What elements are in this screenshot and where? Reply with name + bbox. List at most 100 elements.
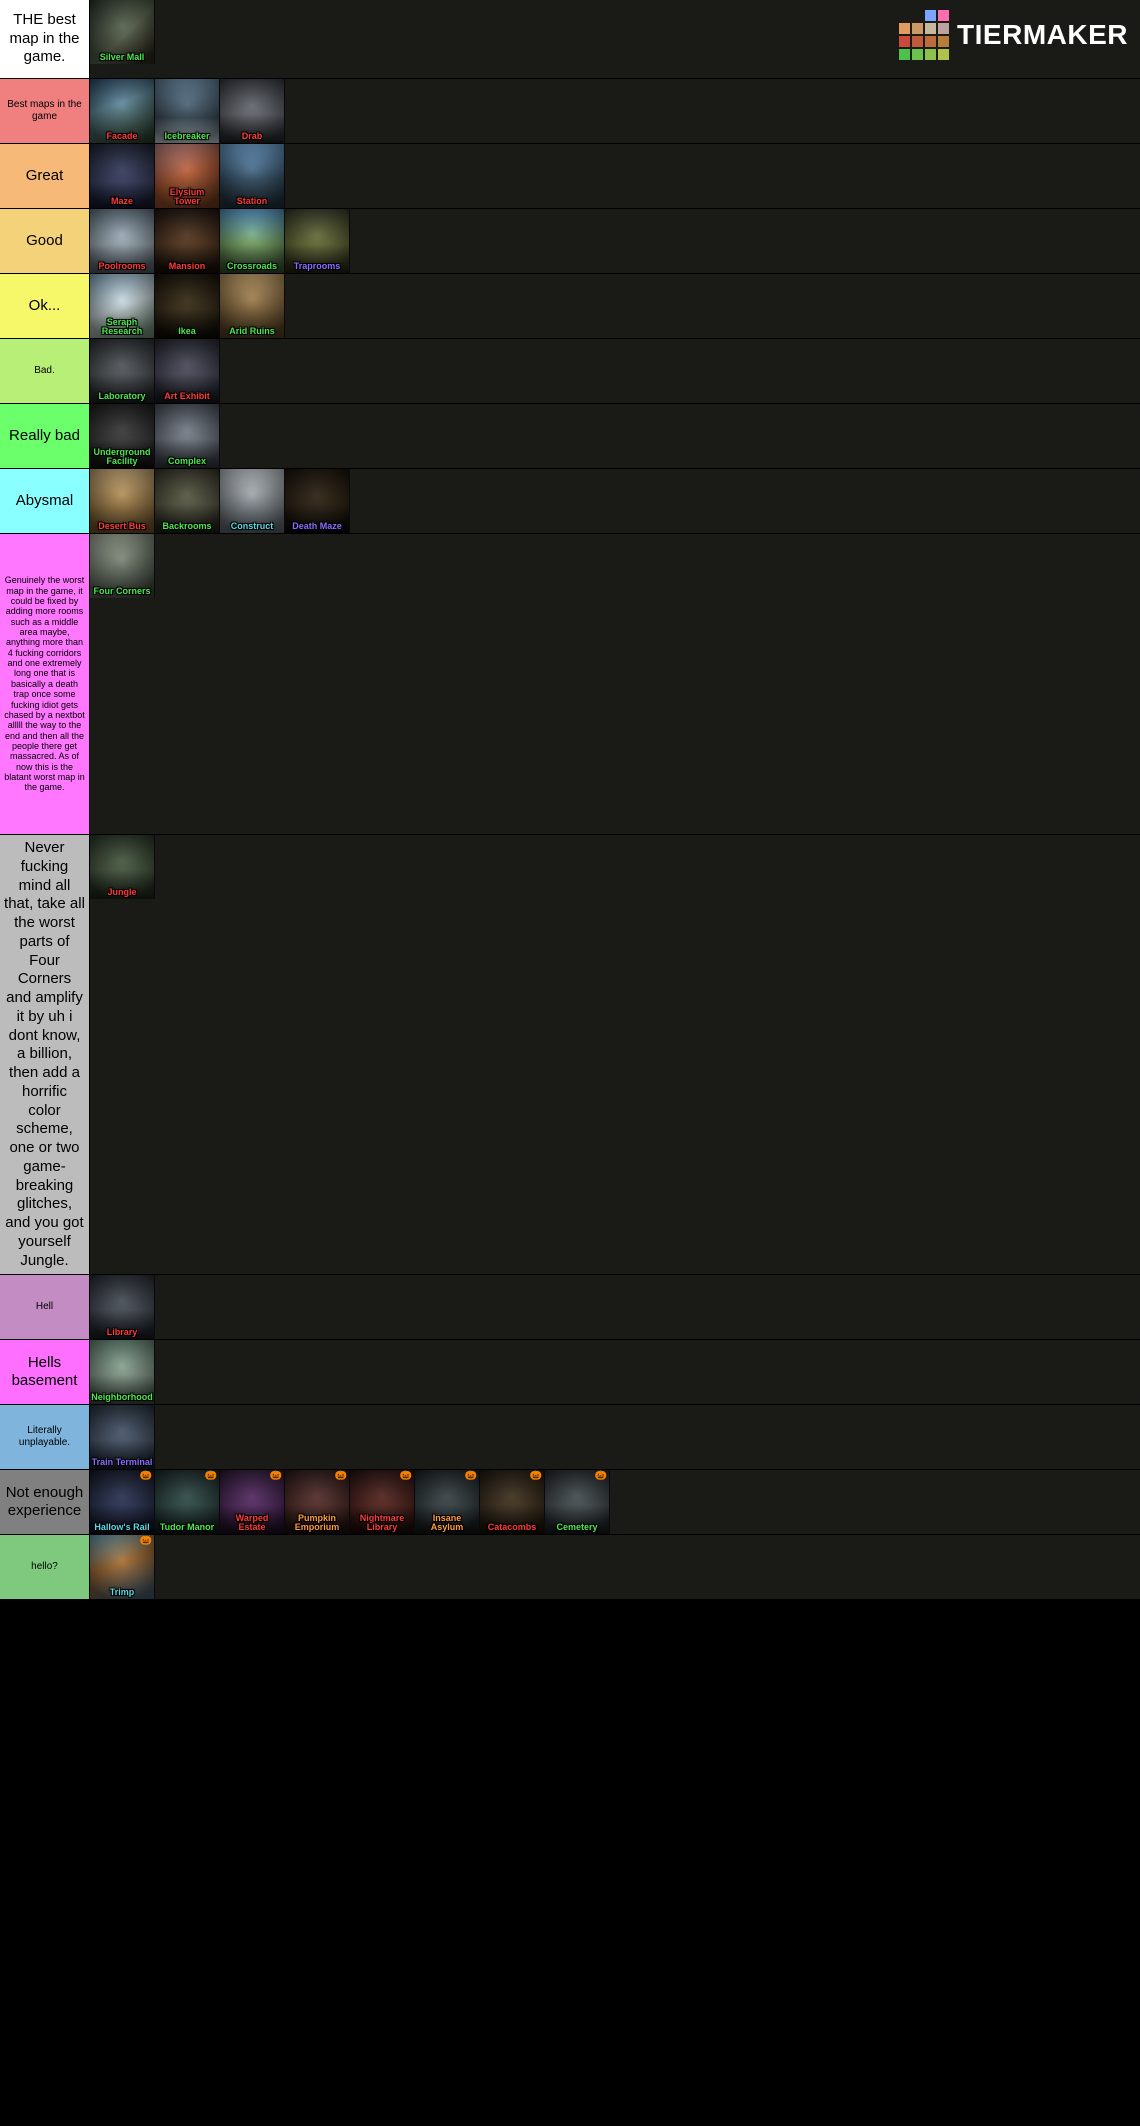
tier-label[interactable]: Ok... (0, 274, 90, 338)
tier-tile[interactable]: Construct (220, 469, 285, 533)
tier-tile[interactable]: Underground Facility (90, 404, 155, 468)
tier-items: Seraph ResearchIkeaArid Ruins (90, 274, 1140, 338)
tier-tile[interactable]: Maze (90, 144, 155, 208)
tier-row: Never fucking mind all that, take all th… (0, 834, 1140, 1274)
tier-tile[interactable]: Library (90, 1275, 155, 1339)
tile-caption: Maze (90, 197, 154, 206)
pumpkin-icon: 🎃 (465, 1471, 477, 1481)
tile-caption: Death Maze (285, 522, 349, 531)
pumpkin-icon: 🎃 (140, 1471, 152, 1481)
tier-items: Library (90, 1275, 1140, 1339)
tile-caption: Silver Mall (90, 53, 154, 62)
tier-tile[interactable]: Traprooms (285, 209, 350, 273)
tier-tile[interactable]: Elysium Tower (155, 144, 220, 208)
tier-tile[interactable]: Train Terminal (90, 1405, 155, 1469)
tile-caption: Pumpkin Emporium (285, 1514, 349, 1532)
tier-tile[interactable]: 🎃Insane Asylum (415, 1470, 480, 1534)
logo-grid (899, 10, 949, 60)
tier-row: GreatMazeElysium TowerStation (0, 143, 1140, 208)
tier-label[interactable]: Good (0, 209, 90, 273)
tier-tile[interactable]: 🎃 Hallow's Rail (90, 1470, 155, 1534)
tile-caption: Construct (220, 522, 284, 531)
tier-tile[interactable]: Death Maze (285, 469, 350, 533)
tile-caption: Backrooms (155, 522, 219, 531)
tier-tile[interactable]: 🎃 Pumpkin Emporium (285, 1470, 350, 1534)
tile-caption: Trimp (90, 1588, 154, 1597)
tier-label[interactable]: Best maps in the game (0, 79, 90, 143)
tier-label[interactable]: Abysmal (0, 469, 90, 533)
tier-tile[interactable]: 🎃 Trimp (90, 1535, 155, 1599)
tier-row: HellLibrary (0, 1274, 1140, 1339)
tier-label[interactable]: Literally unplayable. (0, 1405, 90, 1469)
tile-caption: Train Terminal (90, 1458, 154, 1467)
tier-tile[interactable]: Laboratory (90, 339, 155, 403)
tier-label[interactable]: Genuinely the worst map in the game, it … (0, 534, 90, 834)
tier-tile[interactable]: Ikea (155, 274, 220, 338)
tier-tile[interactable]: Neighborhood (90, 1340, 155, 1404)
tier-tile[interactable]: Jungle (90, 835, 155, 899)
tiermaker-logo: TIERMAKER (899, 10, 1128, 60)
tier-tile[interactable]: Drab (220, 79, 285, 143)
tile-caption: Catacombs (480, 1523, 544, 1532)
tier-tile[interactable]: Poolrooms (90, 209, 155, 273)
tile-caption: Traprooms (285, 262, 349, 271)
tier-row: Really badUnderground FacilityComplex (0, 403, 1140, 468)
tier-row: GoodPoolroomsMansionCrossroadsTraprooms (0, 208, 1140, 273)
tile-caption: Neighborhood (90, 1393, 154, 1402)
tier-tile[interactable]: Art Exhibit (155, 339, 220, 403)
tier-tile[interactable]: Silver Mall (90, 0, 155, 64)
tier-tile[interactable]: 🎃Cemetery (545, 1470, 610, 1534)
tier-row: Genuinely the worst map in the game, it … (0, 533, 1140, 834)
tier-tile[interactable]: Complex (155, 404, 220, 468)
tile-caption: Hallow's Rail (90, 1523, 154, 1532)
tier-items: Jungle (90, 835, 1140, 1274)
tier-row: Bad.LaboratoryArt Exhibit (0, 338, 1140, 403)
pumpkin-icon: 🎃 (400, 1471, 412, 1481)
tier-tile[interactable]: Desert Bus (90, 469, 155, 533)
tier-row: Not enough experience 🎃 Hallow's Rail🎃Tudo… (0, 1469, 1140, 1534)
tier-tile[interactable]: Station (220, 144, 285, 208)
tier-row: Ok...Seraph ResearchIkeaArid Ruins (0, 273, 1140, 338)
tile-caption: Nightmare Library (350, 1514, 414, 1532)
tier-tile[interactable]: 🎃Tudor Manor (155, 1470, 220, 1534)
tile-caption: Station (220, 197, 284, 206)
tier-label[interactable]: Never fucking mind all that, take all th… (0, 835, 90, 1274)
tier-tile[interactable]: 🎃Catacombs (480, 1470, 545, 1534)
tier-tile[interactable]: Crossroads (220, 209, 285, 273)
tier-items: Four Corners (90, 534, 1140, 834)
tier-tile[interactable]: Facade (90, 79, 155, 143)
pumpkin-icon: 🎃 (205, 1471, 217, 1481)
tier-row: Best maps in the gameFacadeIcebreakerDra… (0, 78, 1140, 143)
tile-caption: Ikea (155, 327, 219, 336)
tier-label[interactable]: Really bad (0, 404, 90, 468)
tier-tile[interactable]: Arid Ruins (220, 274, 285, 338)
tier-tile[interactable]: Four Corners (90, 534, 155, 598)
tile-caption: Cemetery (545, 1523, 609, 1532)
tier-items: 🎃 Trimp (90, 1535, 1140, 1599)
tier-tile[interactable]: Mansion (155, 209, 220, 273)
tile-caption: Underground Facility (90, 448, 154, 466)
tier-tile[interactable]: Backrooms (155, 469, 220, 533)
tile-caption: Laboratory (90, 392, 154, 401)
tier-tile[interactable]: 🎃 Nightmare Library (350, 1470, 415, 1534)
tier-label[interactable]: Bad. (0, 339, 90, 403)
pumpkin-icon: 🎃 (140, 1536, 152, 1546)
tier-items: 🎃Hallow's Rail🎃Tudor Manor🎃Warped Estate… (90, 1470, 1140, 1534)
tier-label[interactable]: Not enough experience (0, 1470, 90, 1534)
tile-caption: Desert Bus (90, 522, 154, 531)
tier-label[interactable]: Great (0, 144, 90, 208)
tier-tile[interactable]: Seraph Research (90, 274, 155, 338)
tier-list: TIERMAKER THE best map in the game.Silve… (0, 0, 1140, 1599)
tier-row: AbysmalDesert BusBackroomsConstructDeath… (0, 468, 1140, 533)
tile-caption: Crossroads (220, 262, 284, 271)
tier-label[interactable]: Hell (0, 1275, 90, 1339)
tier-tile[interactable]: 🎃Warped Estate (220, 1470, 285, 1534)
tier-label[interactable]: THE best map in the game. (0, 0, 90, 78)
tile-caption: Poolrooms (90, 262, 154, 271)
tier-items: PoolroomsMansionCrossroadsTraprooms (90, 209, 1140, 273)
tier-label[interactable]: hello? (0, 1535, 90, 1599)
tier-tile[interactable]: Icebreaker (155, 79, 220, 143)
pumpkin-icon: 🎃 (335, 1471, 347, 1481)
tile-caption: Warped Estate (220, 1514, 284, 1532)
tier-label[interactable]: Hells basement (0, 1340, 90, 1404)
